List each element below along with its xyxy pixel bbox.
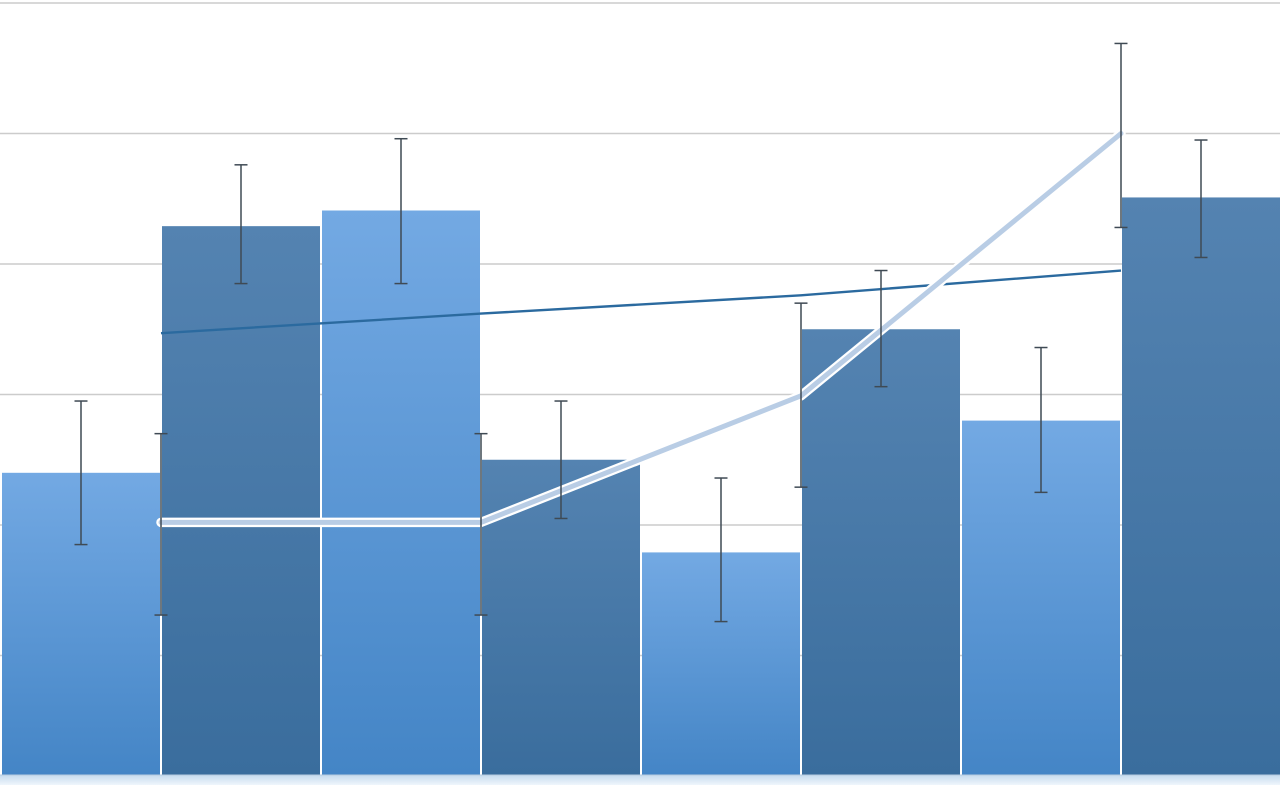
- bar-8: [1122, 197, 1280, 775]
- line-point-3-error-bar: [794, 302, 808, 488]
- bar-2: [162, 226, 320, 775]
- bar-6-error-bar: [874, 269, 888, 388]
- bar-2-error-bar: [234, 164, 248, 285]
- thick-rising-line: [156, 128, 1126, 528]
- bar-5-error-bar: [714, 477, 728, 623]
- thick-line-core: [158, 131, 1124, 525]
- bar-6: [802, 329, 960, 775]
- line-point-4-error-bar: [1114, 42, 1128, 229]
- thin-trend-line: [160, 269, 1122, 335]
- bar-1-error-bar: [74, 400, 88, 546]
- bar-series: [2, 197, 1280, 775]
- bar-7-error-bar: [1034, 346, 1048, 494]
- line-point-1-error-bar: [154, 432, 168, 616]
- bar-3-error-bar: [394, 137, 408, 285]
- bar-8-error-bar: [1194, 139, 1208, 259]
- bar-3: [322, 210, 480, 775]
- bar-4-error-bar: [554, 400, 568, 520]
- line-point-2-error-bar: [474, 432, 488, 616]
- error-bars: [74, 42, 1208, 623]
- baseline-band: [0, 775, 1280, 785]
